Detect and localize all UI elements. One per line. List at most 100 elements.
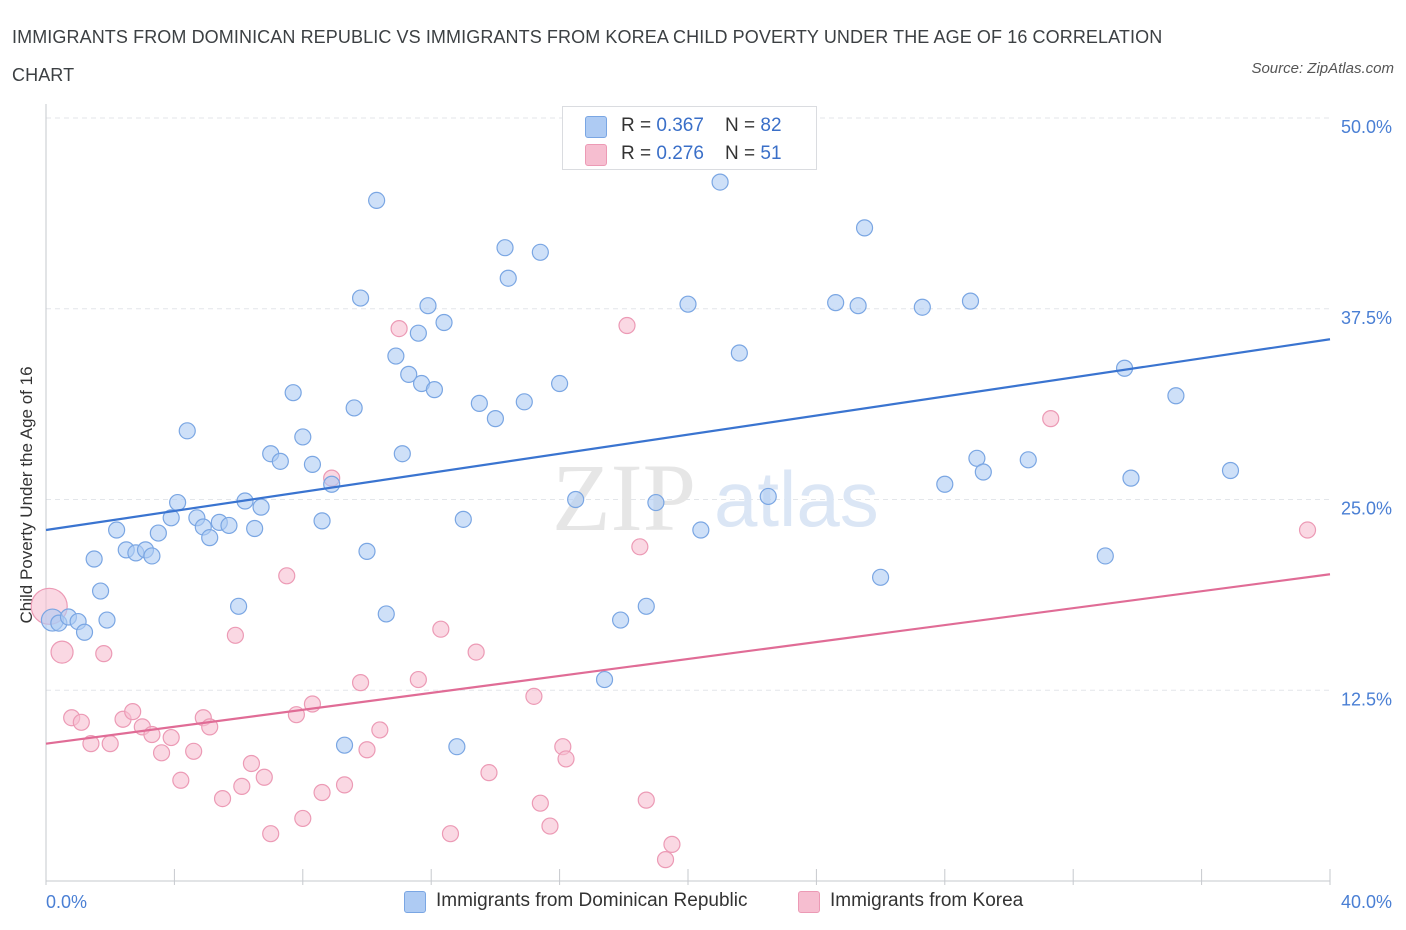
dominican-point xyxy=(470,394,488,412)
dominican-point xyxy=(871,568,890,586)
legend-n-value: 51 xyxy=(760,143,782,164)
y-tick-label: 37.5% xyxy=(1341,308,1392,328)
korea-point xyxy=(432,620,450,638)
dominican-point xyxy=(637,597,655,615)
dominican-point xyxy=(1096,547,1114,565)
y-tick-label: 50.0% xyxy=(1341,117,1392,137)
dominican-point xyxy=(454,510,472,528)
korea-point xyxy=(531,794,549,812)
legend-r-label: R = xyxy=(621,115,657,136)
dominican-point xyxy=(271,452,289,470)
dominican-point xyxy=(345,399,363,417)
dominican-point xyxy=(284,384,302,402)
watermark-atlas: atlas xyxy=(714,455,879,543)
dominican-point xyxy=(759,487,777,506)
dominican-point xyxy=(230,597,248,615)
korea-point xyxy=(390,319,408,338)
dominican-point xyxy=(647,493,665,512)
dominican-point xyxy=(730,344,748,362)
dominican-point xyxy=(294,428,312,446)
dominican-point xyxy=(968,449,986,467)
dominican-point xyxy=(425,381,444,399)
dominican-point xyxy=(409,324,427,342)
korea-point xyxy=(467,643,485,661)
dominican-point xyxy=(974,463,992,481)
korea-point xyxy=(226,626,244,644)
chart-title: IMMIGRANTS FROM DOMINICAN REPUBLIC VS IM… xyxy=(12,27,1163,85)
korea-trend-line xyxy=(45,573,1331,745)
dominican-point xyxy=(358,542,376,560)
korea-point xyxy=(294,809,312,828)
korea-point xyxy=(557,750,575,768)
korea-point xyxy=(50,640,74,664)
dominican-point xyxy=(162,509,180,527)
dominican-point xyxy=(1167,387,1185,405)
dominican-point xyxy=(313,512,331,530)
y-tick-label: 25.0% xyxy=(1341,499,1392,519)
legend-n-label: N = xyxy=(725,115,761,136)
dominican-point xyxy=(201,529,219,547)
korea-point xyxy=(72,713,90,731)
dominican-point xyxy=(849,297,867,315)
dominican-point xyxy=(169,493,187,512)
dominican-point xyxy=(515,393,533,411)
dominican-point xyxy=(448,738,466,756)
dominican-point xyxy=(1122,469,1140,487)
dominican-point xyxy=(108,521,126,539)
korea-point xyxy=(371,721,389,739)
korea-point xyxy=(233,777,251,795)
dominican-point xyxy=(435,313,453,332)
korea-point xyxy=(172,771,190,789)
dominican-point xyxy=(143,547,161,565)
korea-point xyxy=(255,768,273,786)
bottom-legend-swatch-blue xyxy=(404,891,426,913)
korea-point xyxy=(358,741,376,759)
dominican-point xyxy=(936,475,954,493)
dominican-point xyxy=(611,611,630,629)
legend-n-value: 82 xyxy=(760,115,782,136)
bottom-legend-swatch-pink xyxy=(798,891,820,913)
korea-point xyxy=(213,789,232,808)
legend-swatch-pink xyxy=(585,144,607,166)
dominican-point xyxy=(692,521,710,539)
korea-point xyxy=(95,645,113,663)
trend-lines xyxy=(45,338,1331,745)
korea-point xyxy=(525,687,543,705)
dominican-point xyxy=(679,295,697,313)
legend-r-value: 0.367 xyxy=(656,115,704,136)
x-tick-label: 0.0% xyxy=(46,892,87,912)
dominican-point xyxy=(1019,451,1037,469)
dominican-point xyxy=(419,297,437,315)
dominican-point xyxy=(531,243,549,261)
dominican-point xyxy=(567,490,585,509)
korea-point xyxy=(351,674,370,692)
dominican-point xyxy=(595,670,614,689)
dominican-point xyxy=(855,219,874,237)
korea-point xyxy=(152,744,171,762)
source-label: Source: ZipAtlas.com xyxy=(1251,60,1394,77)
dominican-point xyxy=(499,269,517,287)
dominican-point xyxy=(486,410,504,428)
bottom-legend-label: Immigrants from Korea xyxy=(830,890,1024,911)
korea-point xyxy=(335,776,354,794)
korea-point xyxy=(441,825,460,843)
korea-point xyxy=(618,316,636,335)
dominican-point xyxy=(711,173,729,191)
legend-n-label: N = xyxy=(725,143,761,164)
korea-point xyxy=(101,735,119,753)
korea-point xyxy=(262,825,280,843)
korea-point xyxy=(480,764,498,782)
korea-point xyxy=(185,742,203,760)
dominican-point xyxy=(75,623,94,641)
dominican-point xyxy=(303,455,322,474)
legend-swatch-blue xyxy=(585,116,607,138)
dominican-point xyxy=(149,524,167,542)
korea-point xyxy=(409,670,427,689)
korea-point xyxy=(663,835,681,853)
korea-point xyxy=(637,791,655,809)
dominican-point xyxy=(377,605,395,623)
dominican-point xyxy=(400,365,418,383)
korea-point xyxy=(242,754,261,773)
legend-r-label: R = xyxy=(621,143,657,164)
korea-points xyxy=(30,316,1317,869)
